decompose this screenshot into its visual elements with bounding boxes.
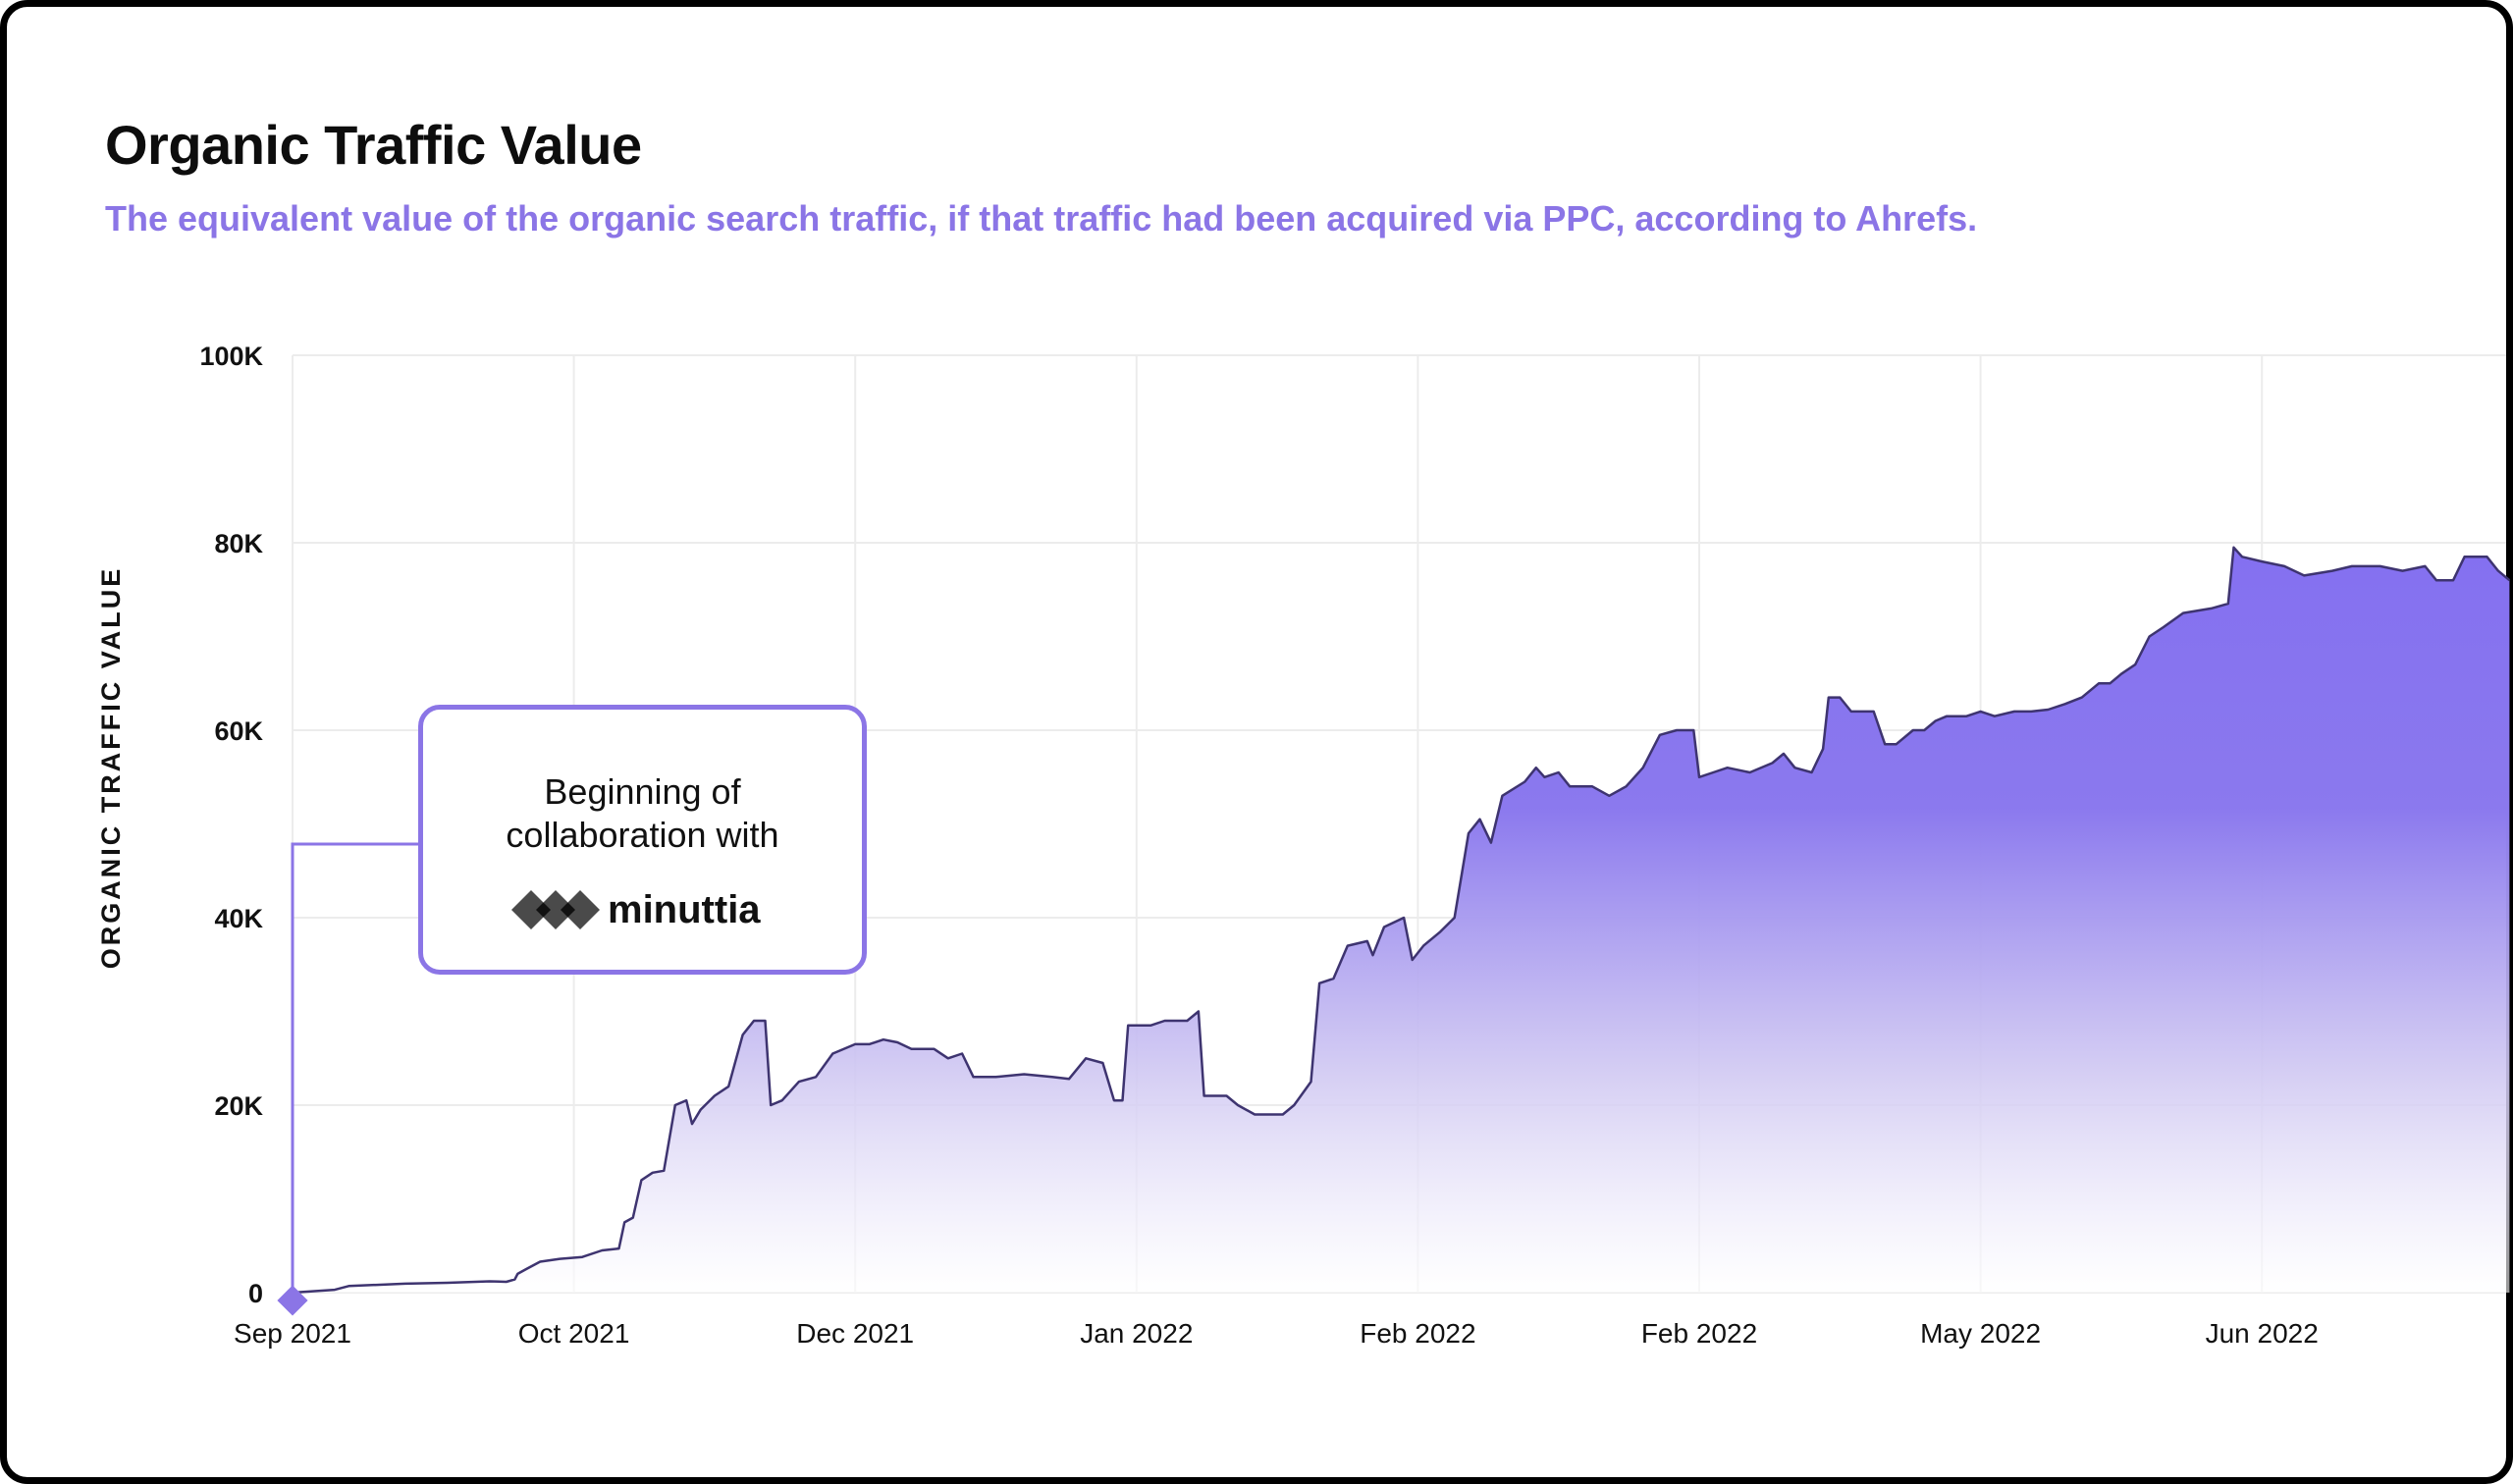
y-tick-label: 0 [248, 1279, 263, 1308]
y-axis-label: ORGANIC TRAFFIC VALUE [96, 566, 126, 969]
y-tick-label: 80K [214, 529, 263, 558]
x-tick-label: Feb 2022 [1360, 1318, 1475, 1349]
x-tick-label: May 2022 [1920, 1318, 2041, 1349]
x-tick-label: Feb 2022 [1641, 1318, 1757, 1349]
callout-line-1: Beginning of [544, 771, 741, 812]
minuttia-logo-icon [511, 890, 600, 929]
brand-name: minuttia [608, 887, 761, 931]
annotation-connector [291, 842, 420, 1287]
y-tick-label: 20K [214, 1091, 263, 1121]
y-tick-label: 60K [214, 716, 263, 746]
y-axis-ticks: 0 20K 40K 60K 80K 100K [199, 342, 263, 1308]
x-tick-label: Dec 2021 [796, 1318, 914, 1349]
x-tick-label: Jan 2022 [1080, 1318, 1193, 1349]
x-tick-label: Oct 2021 [518, 1318, 630, 1349]
annotation-marker [277, 1285, 308, 1316]
brand: minuttia [511, 886, 761, 933]
chart-subtitle: The equivalent value of the organic sear… [105, 198, 1978, 238]
y-tick-label: 100K [199, 342, 263, 371]
x-tick-label: Jun 2022 [2206, 1318, 2319, 1349]
y-tick-label: 40K [214, 904, 263, 933]
chart-title: Organic Traffic Value [105, 114, 642, 176]
x-axis-ticks: Sep 2021 Oct 2021 Dec 2021 Jan 2022 Feb 2022… [234, 1318, 2319, 1349]
series-line [292, 546, 2511, 1295]
callout-text: Beginning of collaboration with [423, 770, 862, 857]
annotation-callout: Beginning of collaboration with minuttia [418, 705, 867, 975]
callout-line-2: collaboration with [506, 815, 779, 855]
x-tick-label: Sep 2021 [234, 1318, 351, 1349]
